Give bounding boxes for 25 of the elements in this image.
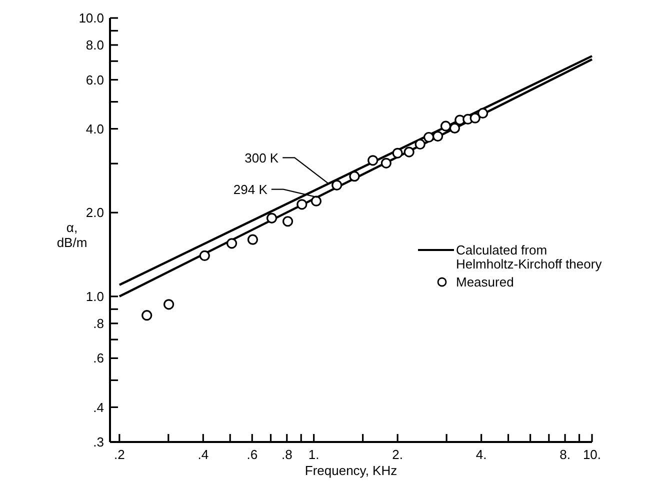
annotation: 300 K <box>244 150 279 166</box>
y-tick-label: .6 <box>93 350 104 366</box>
x-tick-label: 10. <box>582 447 602 462</box>
x-tick-label: 8. <box>560 447 570 462</box>
x-tick-label: 1. <box>308 447 320 462</box>
legend-label: Calculated from Helmholtz-Kirchoff theory <box>456 242 602 272</box>
annotation: 294 K <box>233 182 268 197</box>
x-tick-label: .4 <box>198 447 209 462</box>
y-tick-label: 4.0 <box>86 121 104 136</box>
y-tick-label: .4 <box>93 400 104 415</box>
x-tick-label: .6 <box>246 447 258 462</box>
y-tick-label: .8 <box>93 316 104 331</box>
y-tick-label: 1.0 <box>86 288 104 304</box>
y-tick-label: 10.0 <box>78 10 104 26</box>
y-axis-title: α, dB/m <box>56 220 88 250</box>
y-tick-label: .3 <box>93 434 104 450</box>
x-tick-label: .2 <box>114 447 125 462</box>
x-tick-label: 2. <box>392 447 403 462</box>
x-tick-label: .8 <box>281 447 292 462</box>
y-tick-label: 2.0 <box>86 205 104 220</box>
y-tick-label: 6.0 <box>86 72 104 88</box>
x-axis-title: Frequency, KHz <box>304 463 398 478</box>
x-tick-label: 4. <box>476 447 487 462</box>
legend-label: Measured <box>456 274 514 290</box>
y-tick-label: 8.0 <box>86 38 104 53</box>
